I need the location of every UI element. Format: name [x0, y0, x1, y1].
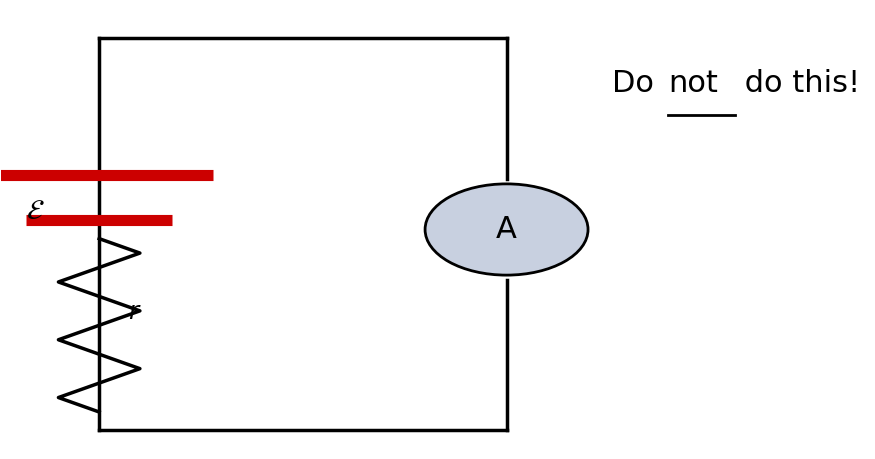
Text: not: not: [668, 69, 718, 98]
Text: do this!: do this!: [735, 69, 860, 98]
Circle shape: [425, 184, 588, 275]
Text: Do: Do: [612, 69, 664, 98]
Text: $r$: $r$: [128, 300, 141, 324]
Text: $\mathcal{E}$: $\mathcal{E}$: [26, 197, 45, 225]
Text: A: A: [496, 215, 517, 244]
